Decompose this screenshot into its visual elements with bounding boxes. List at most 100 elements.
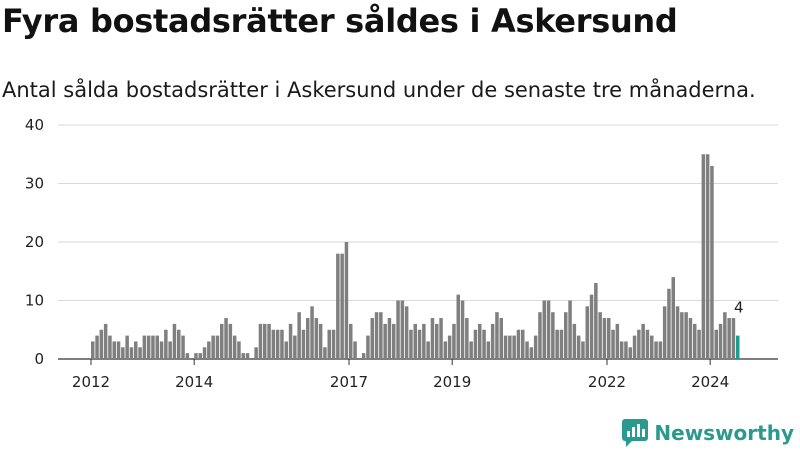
bar (275, 329, 280, 359)
bar (370, 318, 374, 359)
bar (641, 323, 645, 359)
bar (542, 300, 546, 359)
bar (469, 341, 473, 359)
bar (151, 335, 155, 359)
bar-chart: 0 10 20 30 40 2012 2014 2017 2019 2022 2024 4 (25, 116, 778, 391)
bar (714, 329, 718, 359)
bar (323, 347, 327, 359)
bar (581, 341, 585, 359)
bar (340, 253, 344, 359)
x-tick-label: 2024 (691, 373, 729, 391)
bar (396, 300, 400, 359)
bar (533, 335, 538, 359)
bar (594, 282, 598, 359)
bar (680, 312, 684, 359)
bar (366, 335, 370, 359)
data-labels: 4 (734, 299, 744, 317)
bar (585, 306, 589, 359)
bar (301, 329, 306, 359)
bar (693, 323, 697, 359)
bar (632, 335, 637, 359)
bar (452, 323, 456, 359)
bar (129, 347, 134, 359)
bar (589, 294, 594, 359)
bar (650, 335, 654, 359)
y-tick-label: 30 (25, 175, 44, 193)
bar (564, 312, 568, 359)
bar (637, 329, 641, 359)
bar (245, 353, 250, 359)
bar (185, 353, 190, 359)
bar (688, 318, 693, 359)
bar (241, 353, 245, 359)
bar (392, 323, 396, 359)
bar (232, 335, 237, 359)
bar (379, 312, 383, 359)
bar (284, 341, 288, 359)
bar (701, 154, 706, 359)
bar (331, 329, 336, 359)
bar (538, 312, 542, 359)
bar (349, 323, 353, 359)
bar (211, 335, 215, 359)
bar (512, 335, 516, 359)
y-axis-ticks: 0 10 20 30 40 (25, 116, 44, 368)
bar (374, 312, 379, 359)
bar (443, 341, 448, 359)
bar (525, 341, 529, 359)
bar (95, 335, 99, 359)
bar-latest (736, 335, 740, 359)
bar (288, 323, 293, 359)
bar (336, 253, 340, 359)
bar (361, 353, 366, 359)
bar (400, 300, 405, 359)
bar (439, 318, 443, 359)
bar (112, 341, 116, 359)
bar (516, 329, 521, 359)
bar (198, 353, 202, 359)
bar (546, 300, 551, 359)
bar (121, 347, 125, 359)
bar (344, 242, 349, 359)
bar (727, 318, 731, 359)
last-value-label: 4 (734, 299, 744, 317)
bar (447, 335, 452, 359)
bar (146, 335, 151, 359)
bar (598, 312, 602, 359)
bar (607, 318, 611, 359)
bar (168, 341, 172, 359)
bar (237, 341, 241, 359)
bar (495, 312, 499, 359)
bar (409, 329, 413, 359)
bar (490, 323, 495, 359)
bar (478, 323, 482, 359)
y-tick-label: 40 (25, 116, 44, 134)
bar (383, 323, 387, 359)
bar (99, 329, 104, 359)
bar (576, 335, 581, 359)
bar (108, 335, 112, 359)
bar (318, 323, 323, 359)
bar (271, 329, 276, 359)
bar (142, 335, 147, 359)
bar (306, 318, 310, 359)
bar (611, 329, 615, 359)
chart-speech-bubble-icon (622, 419, 649, 447)
bar (521, 329, 525, 359)
bar (435, 323, 439, 359)
bar (460, 300, 465, 359)
bar (215, 335, 220, 359)
bar (718, 323, 723, 359)
bar (413, 323, 417, 359)
bar (662, 306, 667, 359)
bar (258, 323, 263, 359)
bar (555, 329, 559, 359)
bar (280, 329, 284, 359)
bar (138, 347, 142, 359)
bars (91, 154, 740, 359)
bar (263, 323, 267, 359)
x-tick-label: 2019 (433, 373, 471, 391)
bar (499, 318, 503, 359)
x-tick-label: 2017 (330, 373, 368, 391)
bar (654, 341, 658, 359)
